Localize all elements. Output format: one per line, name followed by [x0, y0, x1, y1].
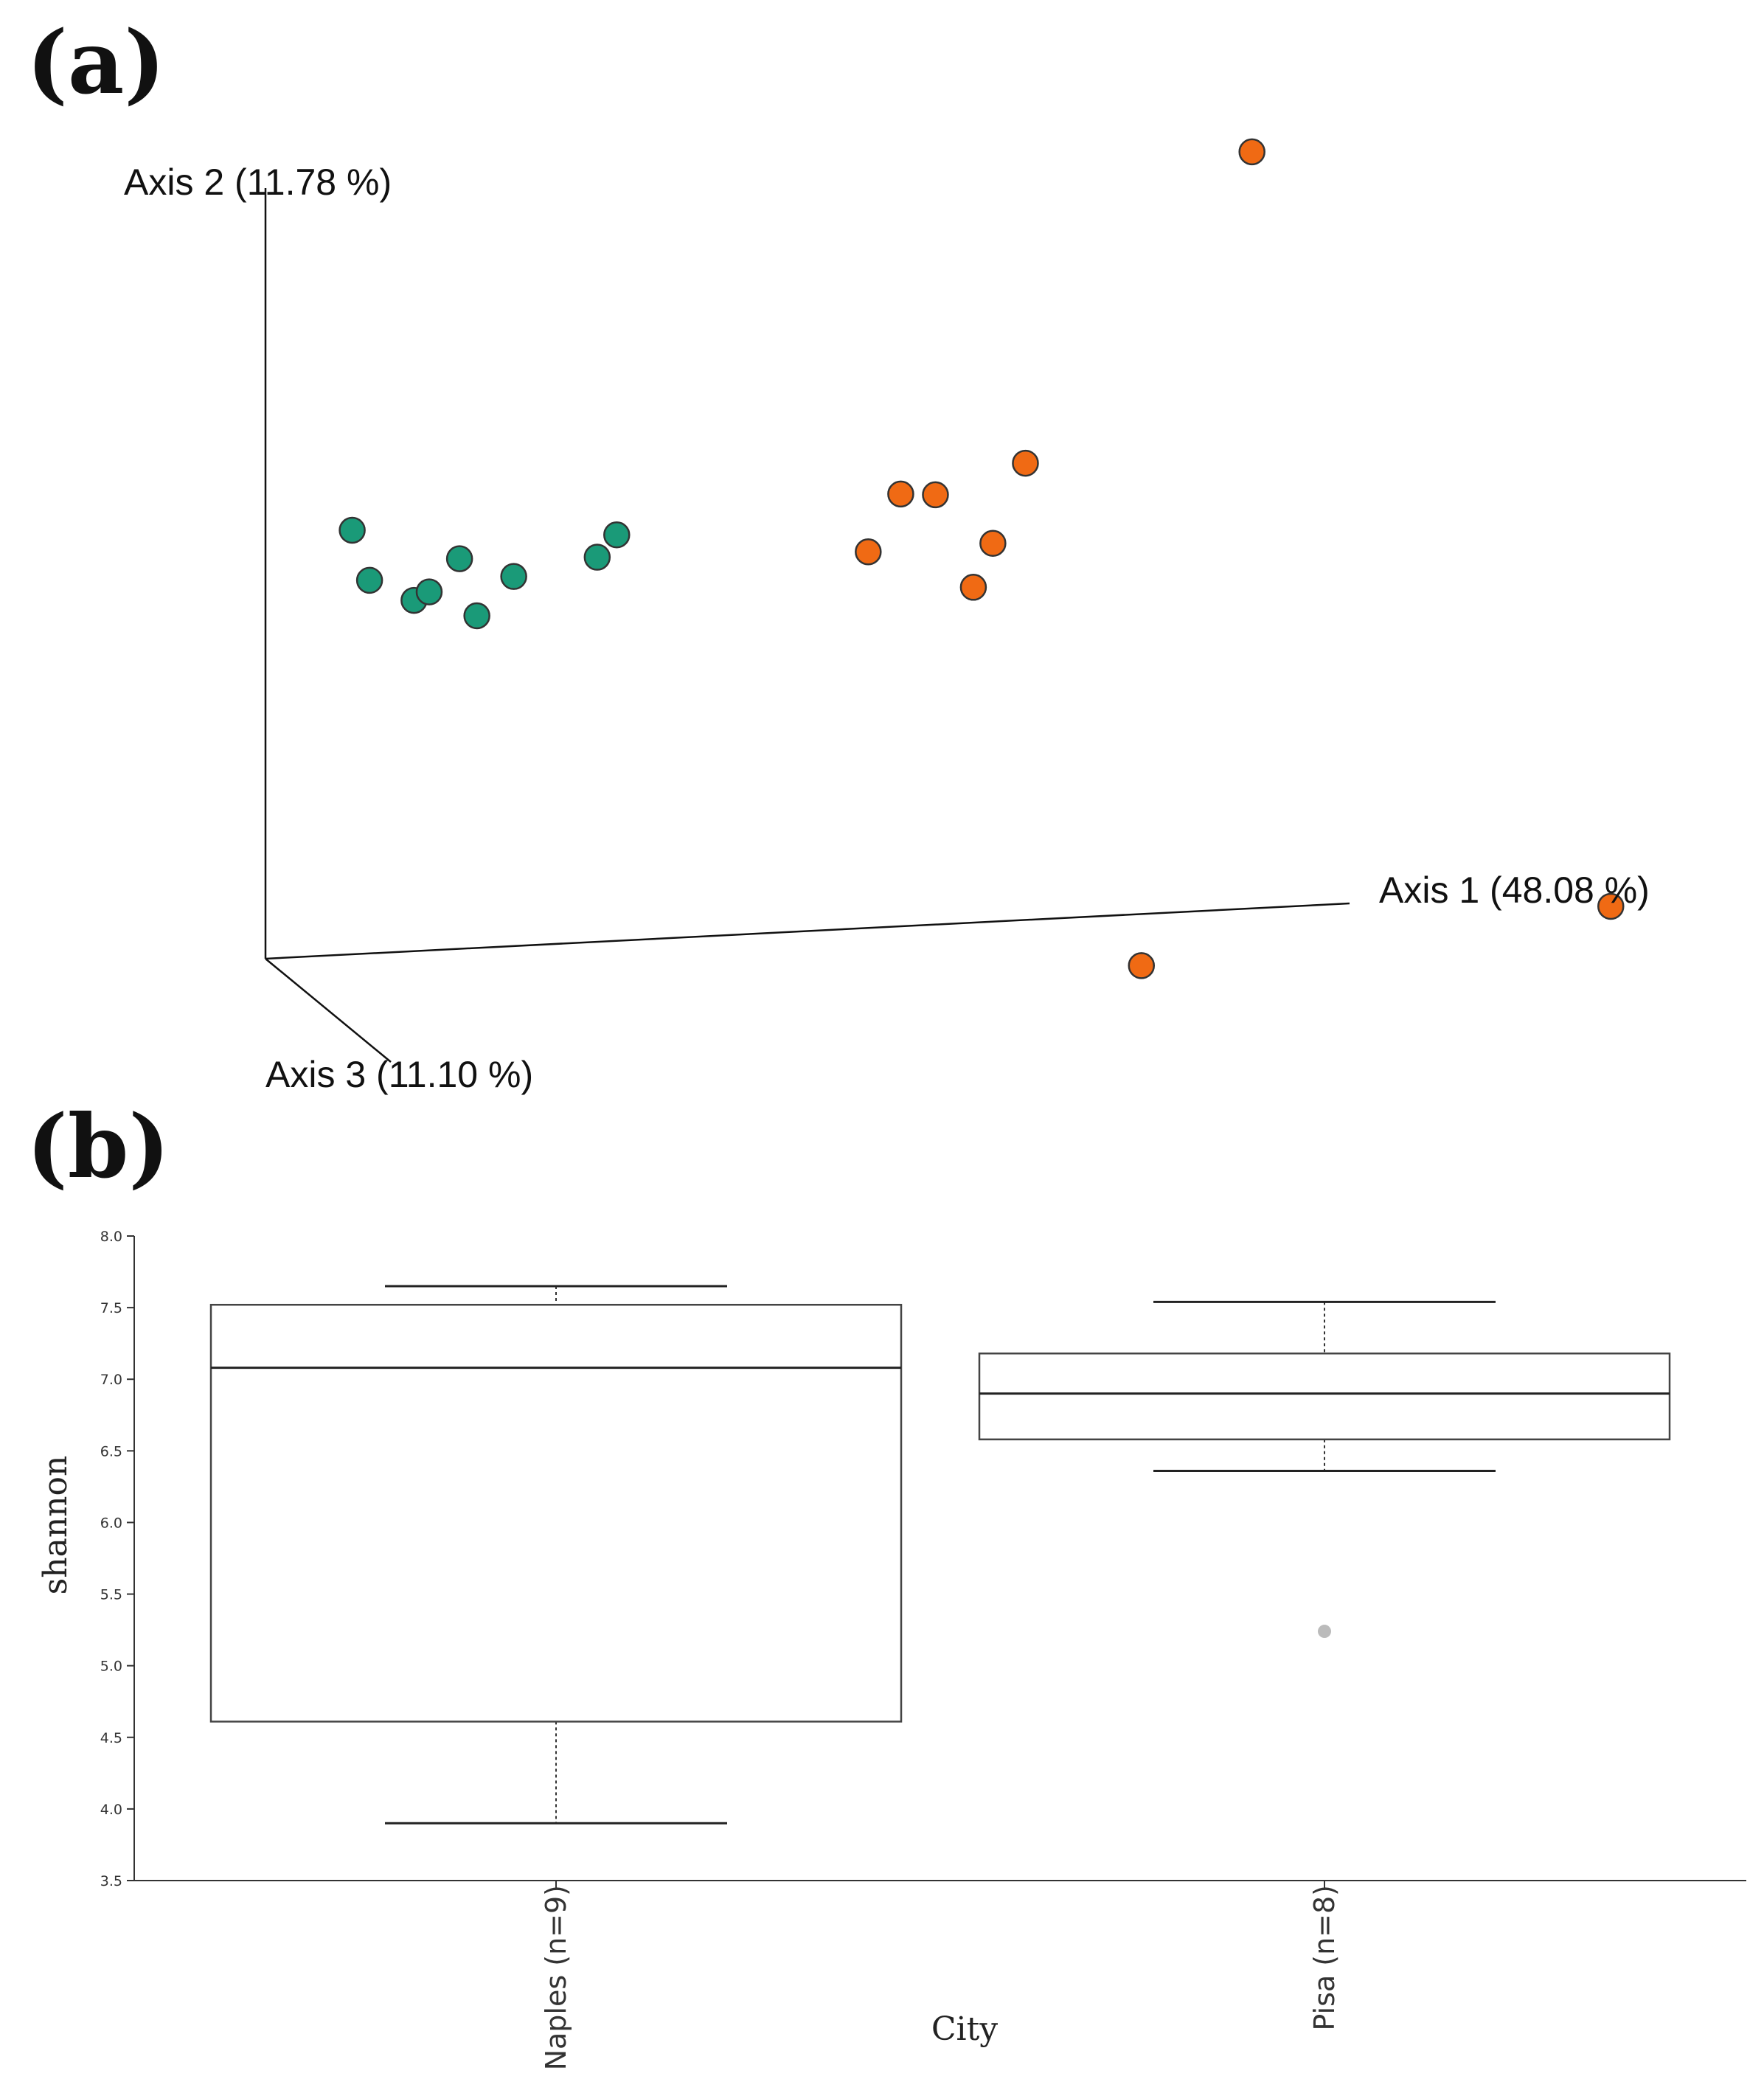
scatter-point-naples-5 [445, 545, 473, 572]
scatter-point-naples-2 [355, 566, 383, 594]
scatter-point-naples-8 [583, 544, 611, 571]
panel-a: (a) Axis 2 (11.78 %) Axis 1 (48.08 %) Ax… [27, 11, 1650, 1095]
scatter-point-naples-6 [463, 602, 490, 630]
scatter-point-naples-9 [603, 521, 631, 549]
y-tick-label: 6.5 [100, 1443, 122, 1459]
boxes [209, 1285, 1671, 1825]
x-axis-title: City [931, 2010, 998, 2048]
y-tick-label: 5.5 [100, 1587, 122, 1603]
scatter-point-pisa-8 [1238, 138, 1265, 166]
scatter-point-pisa-2 [887, 480, 914, 508]
panel-b: (b) 3.5 4.0 4.5 5.0 5.5 6.0 6.5 7.0 7.5 8.0 Naple… [27, 1095, 1746, 2070]
scatter-point-pisa-4 [959, 574, 987, 601]
y-ticks: 3.5 4.0 4.5 5.0 5.5 6.0 6.5 7.0 7.5 8.0 [100, 1229, 134, 1889]
x-category-label-naples: Naples (n=9) [540, 1885, 572, 2070]
scatter-points [338, 138, 1625, 979]
y-tick-label: 6.0 [100, 1515, 122, 1531]
axis-3-label: Axis 3 (11.10 %) [265, 1054, 533, 1095]
axis-2-label: Axis 2 (11.78 %) [124, 162, 392, 203]
panel-label-a: (a) [27, 11, 165, 114]
x-category-label-pisa: Pisa (n=8) [1308, 1885, 1341, 2031]
y-tick-label: 3.5 [100, 1873, 122, 1889]
box-pisa [978, 1353, 1671, 1441]
scatter-point-naples-7 [500, 563, 527, 590]
scatter-point-naples-1 [338, 516, 366, 544]
x-labels: Naples (n=9) Pisa (n=8) [540, 1881, 1341, 2070]
scatter-point-pisa-9 [1597, 892, 1625, 920]
y-tick-label: 5.0 [100, 1659, 122, 1675]
scatter-point-pisa-7 [1128, 952, 1156, 979]
scatter-point-pisa-5 [979, 530, 1007, 557]
axis-1-label: Axis 1 (48.08 %) [1379, 869, 1650, 911]
y-tick-label: 4.5 [100, 1730, 122, 1746]
scatter-point-pisa-3 [922, 481, 949, 509]
panel-label-b: (b) [27, 1095, 170, 1198]
axis-1-line [265, 902, 1350, 960]
y-tick-label: 7.0 [100, 1372, 122, 1388]
y-tick-label: 4.0 [100, 1802, 122, 1818]
scatter-point-pisa-6 [1012, 449, 1039, 477]
axis-3-line [265, 958, 392, 1063]
scatter-point-naples-4 [415, 578, 443, 605]
y-tick-label: 7.5 [100, 1300, 122, 1316]
box-naples [209, 1303, 903, 1723]
y-axis-title: shannon [37, 1456, 74, 1595]
scatter-point-pisa-1 [855, 538, 882, 566]
y-tick-label: 8.0 [100, 1229, 122, 1245]
outlier-pisa-1 [1318, 1625, 1331, 1639]
